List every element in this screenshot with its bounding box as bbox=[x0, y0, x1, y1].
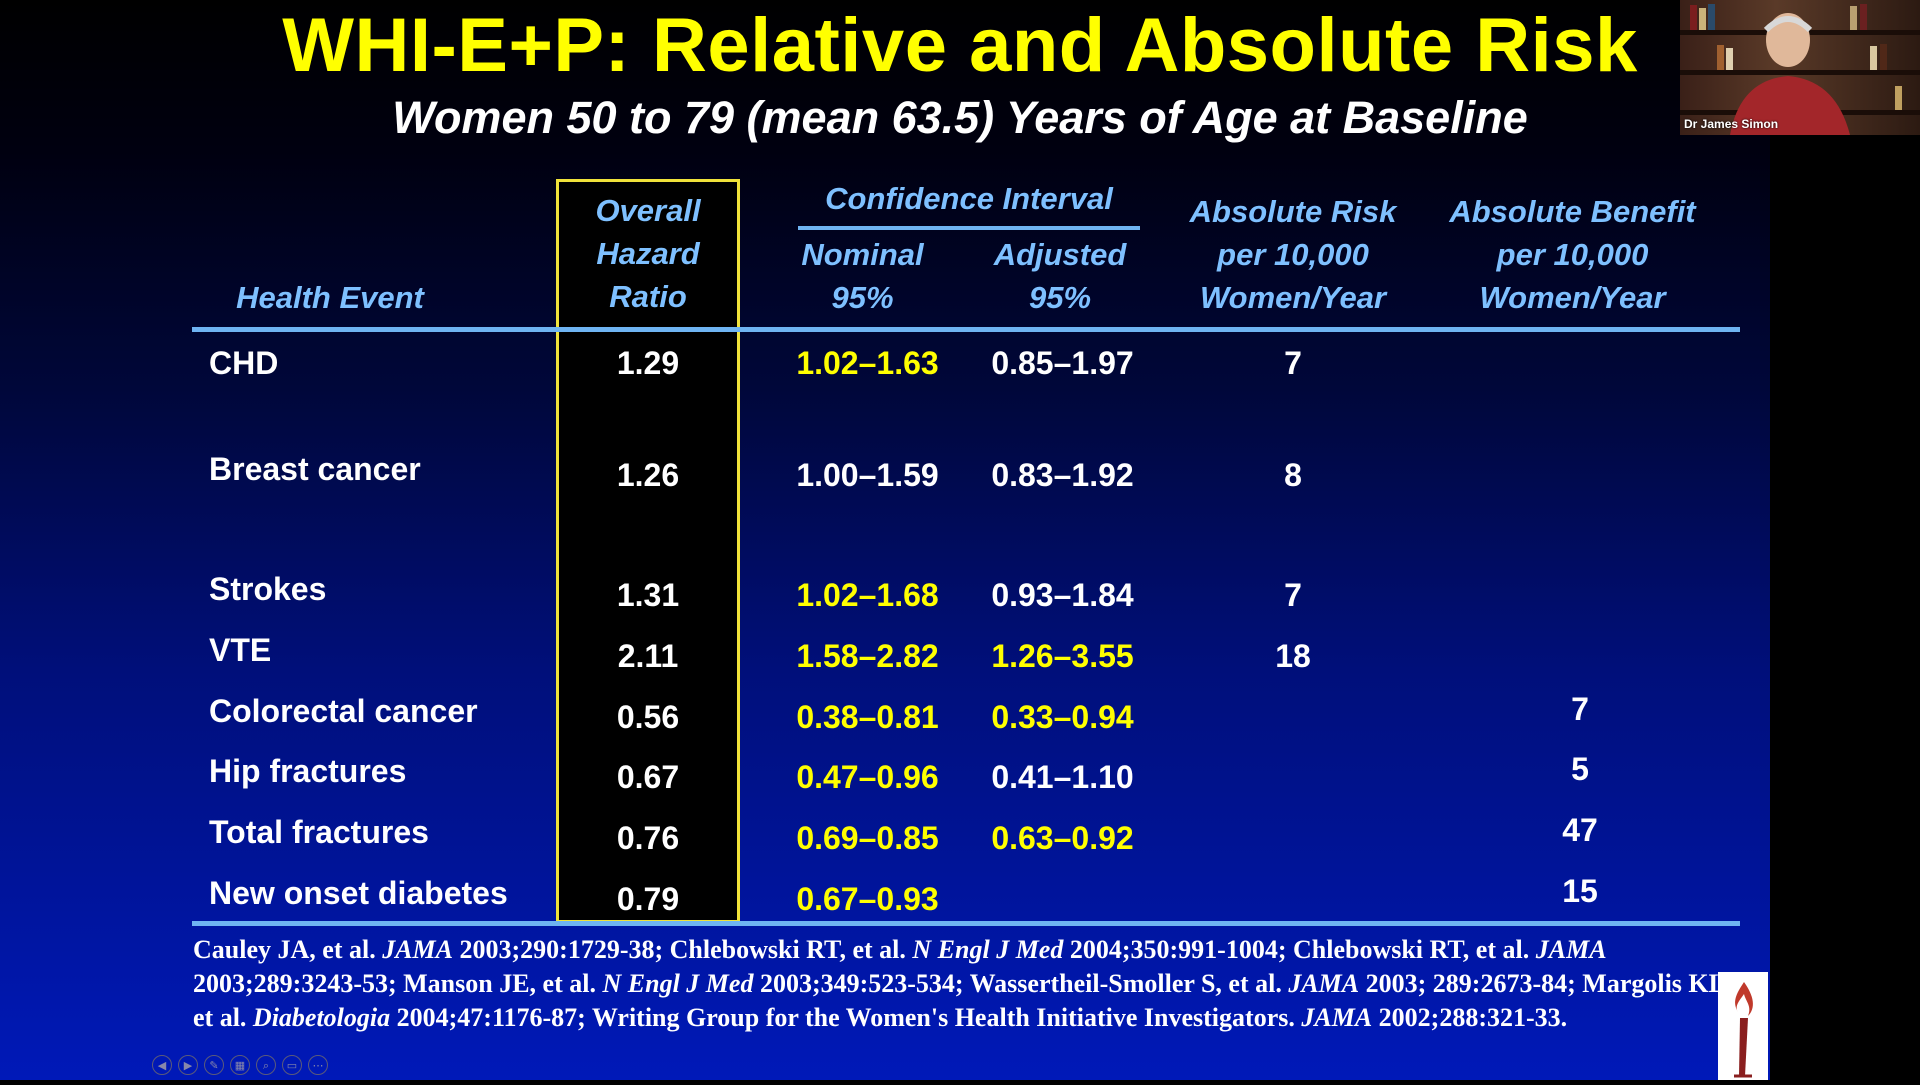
reference-text: 2004;47:1176-87; Writing Group for the W… bbox=[390, 1003, 1302, 1032]
journal-name: JAMA bbox=[382, 935, 454, 964]
hazard-ratio-cell: 0.76 bbox=[616, 820, 680, 856]
adjusted-ci-cell: 0.85–1.97 bbox=[991, 345, 1134, 381]
table-top-rule bbox=[192, 327, 1740, 332]
slideshow-controls: ◀ ▶ ✎ ▦ ⌕ ▭ ⋯ bbox=[152, 1055, 328, 1077]
hazard-ratio-cell: 1.26 bbox=[616, 457, 680, 493]
header-health-event-text: Health Event bbox=[236, 280, 424, 315]
health-event-cell: Total fractures bbox=[209, 814, 429, 850]
header-absolute-benefit-line: per 10,000 bbox=[1496, 237, 1649, 272]
journal-name: N Engl J Med bbox=[912, 935, 1064, 964]
header-nominal-line: Nominal bbox=[801, 237, 924, 272]
hazard-ratio-cell: 0.79 bbox=[616, 881, 680, 917]
more-icon[interactable]: ⋯ bbox=[308, 1055, 328, 1075]
torch-logo-icon bbox=[1734, 982, 1753, 1078]
header-absolute-benefit-line: Absolute Benefit bbox=[1449, 194, 1696, 229]
header-hazard-ratio-line: Overall bbox=[595, 193, 701, 228]
adjusted-ci-cell: 0.93–1.84 bbox=[991, 577, 1134, 613]
slide-subtitle: Women 50 to 79 (mean 63.5) Years of Age … bbox=[392, 92, 1528, 143]
header-adjusted-line: Adjusted bbox=[993, 237, 1127, 272]
hazard-ratio-cell: 0.56 bbox=[616, 699, 680, 735]
header-hazard-ratio-line: Hazard bbox=[596, 236, 700, 271]
hazard-ratio-cell: 1.29 bbox=[616, 345, 680, 381]
adjusted-ci-cell: 0.83–1.92 bbox=[991, 457, 1134, 493]
header-absolute-benefit: Absolute Benefit per 10,000 Women/Year bbox=[1430, 190, 1715, 319]
health-event-cell: VTE bbox=[209, 632, 272, 668]
health-event-cell: Colorectal cancer bbox=[209, 693, 478, 729]
hazard-ratio-cell: 0.67 bbox=[616, 759, 680, 795]
header-adjusted: Adjusted 95% bbox=[975, 233, 1145, 319]
reference-text: 2004;350:991-1004; Chlebowski RT, et al. bbox=[1063, 935, 1536, 964]
nominal-ci-cell: 1.58–2.82 bbox=[796, 638, 939, 674]
nominal-ci-cell: 1.02–1.68 bbox=[796, 577, 939, 613]
confidence-interval-underline bbox=[798, 226, 1140, 230]
health-event-cell: CHD bbox=[209, 345, 279, 381]
header-hazard-ratio-line: Ratio bbox=[609, 279, 687, 314]
reference-text: Cauley JA, et al. bbox=[193, 935, 383, 964]
slide-title: WHI-E+P: Relative and Absolute Risk bbox=[282, 3, 1638, 88]
header-health-event: Health Event bbox=[190, 276, 470, 319]
header-nominal: Nominal 95% bbox=[780, 233, 945, 319]
table-bottom-rule bbox=[192, 921, 1740, 926]
hazard-ratio-cell: 2.11 bbox=[617, 638, 679, 674]
slides-icon[interactable]: ▦ bbox=[230, 1055, 250, 1075]
journal-name: N Engl J Med bbox=[602, 969, 754, 998]
absolute-risk-cell: 7 bbox=[1284, 345, 1302, 381]
presenter-video[interactable]: Dr James Simon bbox=[1680, 0, 1920, 135]
journal-name: Diabetologia bbox=[252, 1003, 391, 1032]
nominal-ci-cell: 0.67–0.93 bbox=[796, 881, 939, 917]
hazard-ratio-cell: 1.31 bbox=[616, 577, 680, 613]
absolute-benefit-cell: 7 bbox=[1571, 691, 1589, 727]
header-hazard-ratio: Overall Hazard Ratio bbox=[556, 189, 740, 318]
back-icon[interactable]: ◀ bbox=[152, 1055, 172, 1075]
header-nominal-line: 95% bbox=[831, 280, 894, 315]
reference-text: 2003;290:1729-38; Chlebowski RT, et al. bbox=[453, 935, 913, 964]
absolute-risk-cell: 7 bbox=[1284, 577, 1302, 613]
hazard-ratio-highlight-box bbox=[556, 179, 740, 923]
nominal-ci-cell: 0.47–0.96 bbox=[796, 759, 939, 795]
nominal-ci-cell: 1.00–1.59 bbox=[796, 457, 939, 493]
absolute-benefit-cell: 15 bbox=[1562, 873, 1598, 909]
adjusted-ci-cell: 0.33–0.94 bbox=[991, 699, 1134, 735]
header-absolute-risk-line: per 10,000 bbox=[1217, 237, 1369, 272]
journal-name: JAMA bbox=[1288, 969, 1360, 998]
health-event-cell: New onset diabetes bbox=[209, 875, 508, 911]
reference-text: 2003; 289:2673-84; Margolis KL, et al. bbox=[193, 969, 1733, 1032]
forward-icon[interactable]: ▶ bbox=[178, 1055, 198, 1075]
journal-name: JAMA bbox=[1535, 935, 1607, 964]
reference-text: 2003;349:523-534; Wassertheil-Smoller S,… bbox=[753, 969, 1289, 998]
nominal-ci-cell: 0.38–0.81 bbox=[796, 699, 939, 735]
header-confidence-interval-text: Confidence Interval bbox=[825, 181, 1113, 216]
header-absolute-risk: Absolute Risk per 10,000 Women/Year bbox=[1168, 190, 1418, 319]
whi-logo bbox=[1718, 972, 1768, 1080]
header-absolute-benefit-line: Women/Year bbox=[1479, 280, 1666, 315]
subtitles-icon[interactable]: ▭ bbox=[282, 1055, 302, 1075]
presenter-silhouette bbox=[1730, 13, 1850, 135]
references: Cauley JA, et al. JAMA 2003;290:1729-38;… bbox=[193, 933, 1738, 1035]
header-adjusted-line: 95% bbox=[1028, 280, 1092, 315]
health-event-cell: Hip fractures bbox=[209, 753, 407, 789]
slide: WHI-E+P: Relative and Absolute Risk Wome… bbox=[0, 0, 1770, 1080]
zoom-icon[interactable]: ⌕ bbox=[256, 1055, 276, 1075]
participant-name: Dr James Simon bbox=[1684, 117, 1779, 131]
health-event-cell: Strokes bbox=[209, 571, 327, 607]
absolute-risk-cell: 8 bbox=[1284, 457, 1302, 493]
absolute-benefit-cell: 5 bbox=[1571, 751, 1589, 787]
adjusted-ci-cell: 0.41–1.10 bbox=[991, 759, 1134, 795]
header-confidence-interval: Confidence Interval bbox=[798, 177, 1140, 220]
header-absolute-risk-line: Women/Year bbox=[1199, 280, 1387, 315]
absolute-risk-cell: 18 bbox=[1275, 638, 1311, 674]
adjusted-ci-cell: 1.26–3.55 bbox=[991, 638, 1134, 674]
journal-name: JAMA bbox=[1301, 1003, 1373, 1032]
header-absolute-risk-line: Absolute Risk bbox=[1189, 194, 1397, 229]
reference-text: 2003;289:3243-53; Manson JE, et al. bbox=[193, 969, 603, 998]
health-event-cell: Breast cancer bbox=[209, 451, 421, 487]
nominal-ci-cell: 1.02–1.63 bbox=[796, 345, 939, 381]
reference-text: 2002;288:321-33. bbox=[1372, 1003, 1568, 1032]
pen-icon[interactable]: ✎ bbox=[204, 1055, 224, 1075]
nominal-ci-cell: 0.69–0.85 bbox=[796, 820, 939, 856]
adjusted-ci-cell: 0.63–0.92 bbox=[991, 820, 1134, 856]
absolute-benefit-cell: 47 bbox=[1562, 812, 1598, 848]
